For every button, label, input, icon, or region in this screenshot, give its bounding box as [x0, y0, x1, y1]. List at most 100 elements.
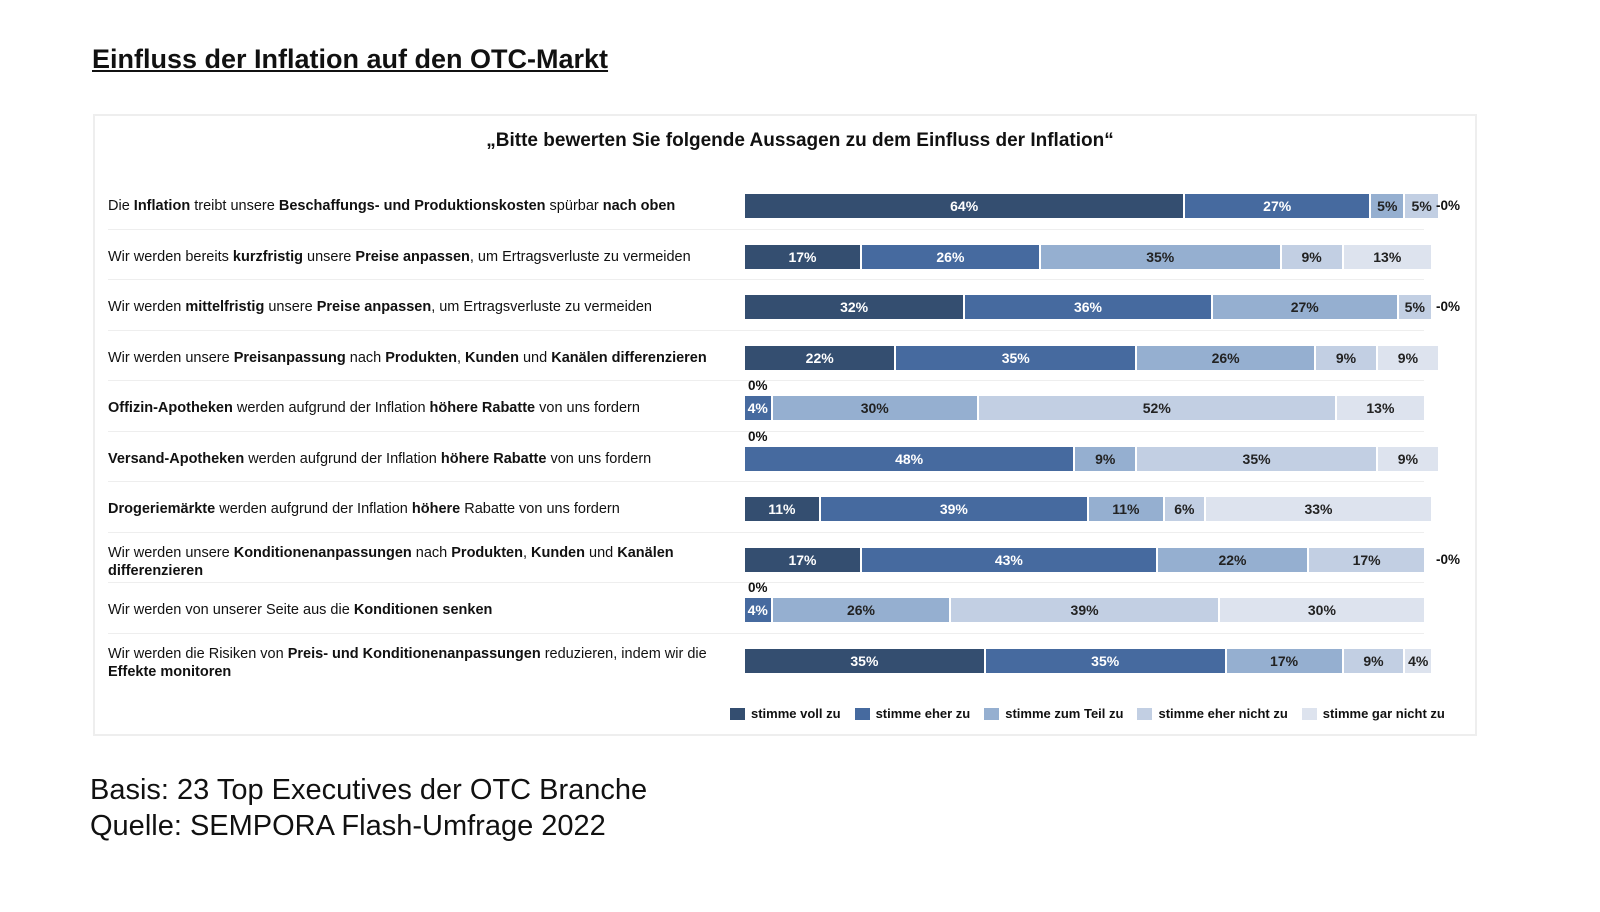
zero-label: -0%	[1436, 198, 1461, 213]
bar-segment: 52%	[978, 396, 1337, 420]
bar-segment: 36%	[965, 295, 1213, 319]
label-segment: Konditionen senken	[353, 602, 493, 618]
row-separator	[108, 632, 1424, 634]
row-separator	[108, 430, 1424, 432]
footer-basis: Basis: 23 Top Executives der OTC Branche	[90, 774, 648, 806]
label-segment: Wir werden unsere	[108, 349, 234, 366]
bar-segment: 39%	[951, 598, 1220, 622]
chart-row: Versand-Apotheken werden aufgrund der In…	[108, 429, 1440, 484]
label-segment: höhere	[411, 501, 461, 517]
legend-item: stimme zum Teil zu	[984, 706, 1123, 721]
chart-row: Wir werden bereits kurzfristig unsere Pr…	[108, 228, 1438, 282]
row-label: Drogeriemärkte werden aufgrund der Infla…	[108, 500, 718, 518]
bar-segment: 4%	[745, 598, 773, 622]
label-segment: Konditionenanpassungen	[233, 544, 412, 561]
legend-swatch	[730, 707, 745, 720]
bar-segment: 17%	[1309, 547, 1427, 572]
label-segment: werden aufgrund der Inflation	[232, 400, 430, 416]
bar-segment: 22%	[1157, 547, 1310, 572]
label-segment: Preisanpassung	[233, 349, 346, 366]
legend-label: stimme gar nicht zu	[1322, 706, 1445, 721]
row-label: Wir werden unsere Konditionenanpassungen…	[108, 544, 718, 580]
footer: Basis: 23 Top Executives der OTC Branche…	[90, 772, 647, 844]
bar-segment: 26%	[1137, 345, 1317, 370]
bar-segment: 5%	[1398, 295, 1433, 319]
legend-label: stimme voll zu	[751, 706, 841, 721]
legend-swatch	[854, 707, 870, 720]
bar-segment: 33%	[1205, 497, 1433, 521]
zero-label: 0%	[748, 428, 768, 444]
label-segment: Kunden	[465, 349, 519, 366]
chart-panel	[93, 114, 1477, 736]
label-segment: Wir werden unsere	[108, 544, 234, 561]
label-segment: und	[584, 544, 618, 561]
legend-item: stimme gar nicht zu	[1301, 706, 1445, 721]
label-segment: ,	[522, 544, 532, 561]
label-segment: Drogeriemärkte	[108, 501, 216, 517]
row-separator	[108, 329, 1424, 331]
bar-segment: 9%	[1343, 648, 1406, 673]
bar-segment: 9%	[1377, 345, 1440, 370]
label-segment: nach oben	[602, 198, 676, 214]
label-segment: Produkten	[451, 544, 523, 561]
bar-segment: 17%	[1226, 648, 1344, 673]
label-segment: treibt unsere	[190, 198, 279, 214]
legend-swatch	[1301, 707, 1317, 720]
label-segment: und	[518, 349, 552, 366]
chart-row: Wir werden mittelfristig unsere Preise a…	[108, 279, 1460, 332]
chart-row: Die Inflation treibt unsere Beschaffungs…	[108, 181, 1460, 231]
bar-segment: 30%	[772, 396, 979, 420]
bar-segment: 30%	[1219, 598, 1427, 622]
label-segment: Effekte monitoren	[108, 663, 232, 680]
row-separator	[108, 380, 1424, 381]
legend-item: stimme eher zu	[854, 706, 970, 721]
row-label: Versand-Apotheken werden aufgrund der In…	[108, 450, 718, 468]
bar-segment: 26%	[861, 244, 1041, 269]
label-segment: werden aufgrund der Inflation	[244, 450, 441, 467]
row-separator	[108, 228, 1424, 230]
bar-segment: 35%	[1040, 244, 1282, 269]
row-label: Wir werden die Risiken von Preis- und Ko…	[108, 645, 718, 681]
label-segment: Preise anpassen	[355, 248, 470, 265]
chart-row: Wir werden die Risiken von Preis- und Ko…	[108, 632, 1438, 686]
label-segment: , um Ertragsverluste zu vermeiden	[469, 248, 691, 265]
zero-label: 0%	[748, 378, 768, 393]
bar-segment: 17%	[745, 244, 862, 269]
label-segment: unsere	[264, 299, 317, 315]
label-segment: , um Ertragsverluste zu vermeiden	[431, 299, 652, 315]
row-label: Wir werden von unserer Seite aus die Kon…	[108, 601, 718, 619]
chart-row: Drogeriemärkte werden aufgrund der Infla…	[108, 481, 1438, 534]
bar-segment: 35%	[1137, 446, 1378, 471]
label-segment: Rabatte von uns fordern	[460, 501, 620, 517]
label-segment: ,	[456, 349, 465, 366]
label-segment: kurzfristig	[232, 248, 303, 265]
bar-segment: 48%	[745, 446, 1076, 471]
bar-segment: 35%	[896, 345, 1138, 370]
bar-segment: 35%	[985, 648, 1227, 673]
zero-label: 0%	[748, 580, 768, 595]
bar-segment: 13%	[1343, 244, 1433, 269]
chart-title: „Bitte bewerten Sie folgende Aussagen zu…	[486, 130, 1114, 151]
legend-swatch	[1137, 707, 1153, 720]
zero-label: -0%	[1436, 551, 1461, 567]
label-segment: Kanälen differenzieren	[551, 349, 707, 366]
row-separator	[108, 531, 1424, 533]
bar-segment: 11%	[1089, 497, 1165, 521]
row-separator	[108, 481, 1424, 482]
row-label: Wir werden mittelfristig unsere Preise a…	[108, 298, 718, 316]
bar-segment: 27%	[1212, 295, 1399, 319]
row-separator	[108, 279, 1424, 280]
legend-swatch	[984, 707, 1000, 720]
label-segment: Preis- und Konditionenanpassungen	[287, 645, 541, 662]
label-segment: unsere	[303, 248, 356, 265]
row-separator	[108, 582, 1424, 583]
chart-row: Wir werden unsere Konditionenanpassungen…	[108, 531, 1460, 585]
bar-segment: 26%	[772, 598, 952, 622]
chart-row: Wir werden unsere Preisanpassung nach Pr…	[108, 329, 1440, 383]
row-label: Wir werden bereits kurzfristig unsere Pr…	[108, 248, 718, 266]
bar-segment: 22%	[745, 345, 897, 370]
bar-segment: 35%	[745, 648, 986, 673]
label-segment: Preise anpassen	[316, 299, 432, 315]
bar-segment: 9%	[1316, 345, 1378, 370]
label-segment: Beschaffungs- und Produktionskosten	[278, 198, 546, 214]
